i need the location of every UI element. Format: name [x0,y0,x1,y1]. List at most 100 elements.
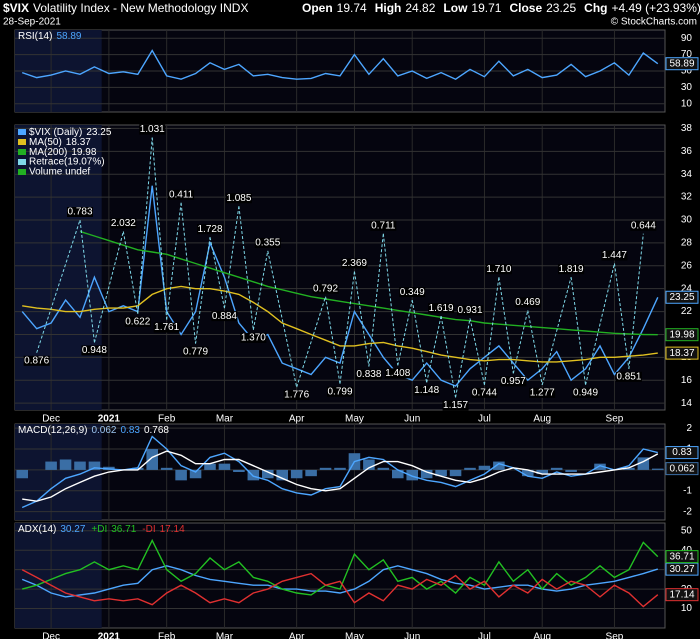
retrace-label-bg [23,355,50,366]
end-label: 18.37 [669,348,694,359]
y-tick-label: -2 [683,506,692,517]
legend-name: +DI [91,524,107,535]
retrace-segment [195,237,211,344]
panel-shade [15,523,102,628]
histogram-bar [59,459,72,470]
retrace-label-bg [153,322,180,333]
x-tick-label: May [345,414,364,425]
retrace-segment [397,300,413,366]
histogram-bar [175,469,187,481]
retrace-segment [570,277,587,385]
legend-value: 18.37 [66,137,91,148]
legend-value: 19.98 [71,147,96,158]
retrace-label-bg [558,264,585,275]
retrace-segment [498,277,514,374]
legend: ADX(14) 30.27 +DI 36.71 -DI 17.14 [18,524,185,535]
histogram-bar [363,459,375,470]
histogram-bar [276,469,288,481]
retrace-label: 0.355 [255,238,280,249]
end-label: 30.27 [669,564,694,575]
histogram-bar [247,469,260,481]
retrace-label: 1.157 [443,400,468,411]
retrace-label: 0.949 [573,387,598,398]
retrace-label: 0.799 [327,386,352,397]
histogram-bar [478,465,491,470]
end-label-box [665,346,699,360]
retrace-segment [223,206,240,309]
retrace-label-bg [457,305,483,316]
retrace-label: 0.783 [67,207,92,218]
retrace-label-bg [124,316,151,327]
legend-name: $VIX (Daily) [29,127,82,138]
end-label-box [665,550,699,564]
legend: RSI(14) 58.89 [18,31,82,42]
y-tick-label: 34 [681,169,693,180]
histogram-bar [652,468,664,470]
retrace-label-bg [225,193,252,204]
quote-value: 19.74 [337,1,367,15]
retrace-label-bg [240,332,267,343]
retrace-segment [455,318,471,398]
y-tick-label: 2 [686,423,692,434]
series-line [79,230,658,336]
y-tick-label: 30 [681,215,693,226]
retrace-segment [252,250,269,330]
retrace-label-bg [197,224,223,235]
legend-value: 0.83 [121,425,141,436]
retrace-label: 0.838 [356,369,381,380]
retrace-segment [339,271,355,384]
histogram-bar [45,461,57,470]
retrace-label: 0.851 [616,371,641,382]
histogram-bar [334,467,346,470]
retrace-segment [180,202,197,344]
y-tick-label: 16 [681,375,693,386]
histogram-bar [233,469,245,472]
retrace-label-bg [355,369,382,380]
retrace-label: 1.085 [226,193,251,204]
retrace-segment [36,219,81,353]
histogram-bar [493,461,505,470]
legend-value: 0.062 [91,425,116,436]
retrace-label-bg [283,390,310,401]
symbol: $VIX [3,1,29,15]
x-tick-label: Jun [404,414,420,425]
retrace-segment [426,316,442,383]
quote-label: Close [509,1,542,15]
retrace-segment [238,206,254,330]
legend-value: 58.89 [56,31,81,42]
end-label: 23.25 [669,292,694,303]
retrace-label-bg [67,207,93,217]
quote-label: High [375,1,402,15]
retrace-segment [79,219,95,343]
histogram-bar [305,469,317,477]
histogram-bar [406,469,418,481]
retrace-label-bg [254,237,281,248]
x-tick-label: Mar [216,632,234,639]
quote-value: +4.49 (+23.93%) [611,1,700,15]
histogram-bar [146,449,158,470]
histogram-bar [464,467,476,470]
histogram-bar [392,469,404,479]
y-tick-label: -1 [683,485,692,496]
x-tick-label: 2021 [98,414,121,425]
y-tick-label: 30 [681,82,693,93]
retrace-label-bg [110,218,137,229]
retrace-label: 1.728 [197,224,222,235]
retrace-label-bg [384,368,411,379]
quote-label: Low [443,1,468,15]
series-line [22,538,659,596]
end-label: 0.062 [669,463,694,474]
retrace-segment [353,271,370,367]
end-label: 19.98 [669,329,694,340]
y-tick-label: 38 [681,123,693,134]
retrace-label: 2.032 [111,218,136,229]
retrace-segment [151,137,168,320]
retrace-label: 0.792 [313,283,338,294]
retrace-label-bg [485,264,512,275]
y-tick-label: 28 [681,238,693,249]
series-line [22,450,659,502]
y-tick-label: 10 [681,603,693,614]
credit: © StockCharts.com [611,17,697,28]
legend-label: MACD(12,26,9) [18,425,87,436]
y-tick-label: 36 [681,146,693,157]
